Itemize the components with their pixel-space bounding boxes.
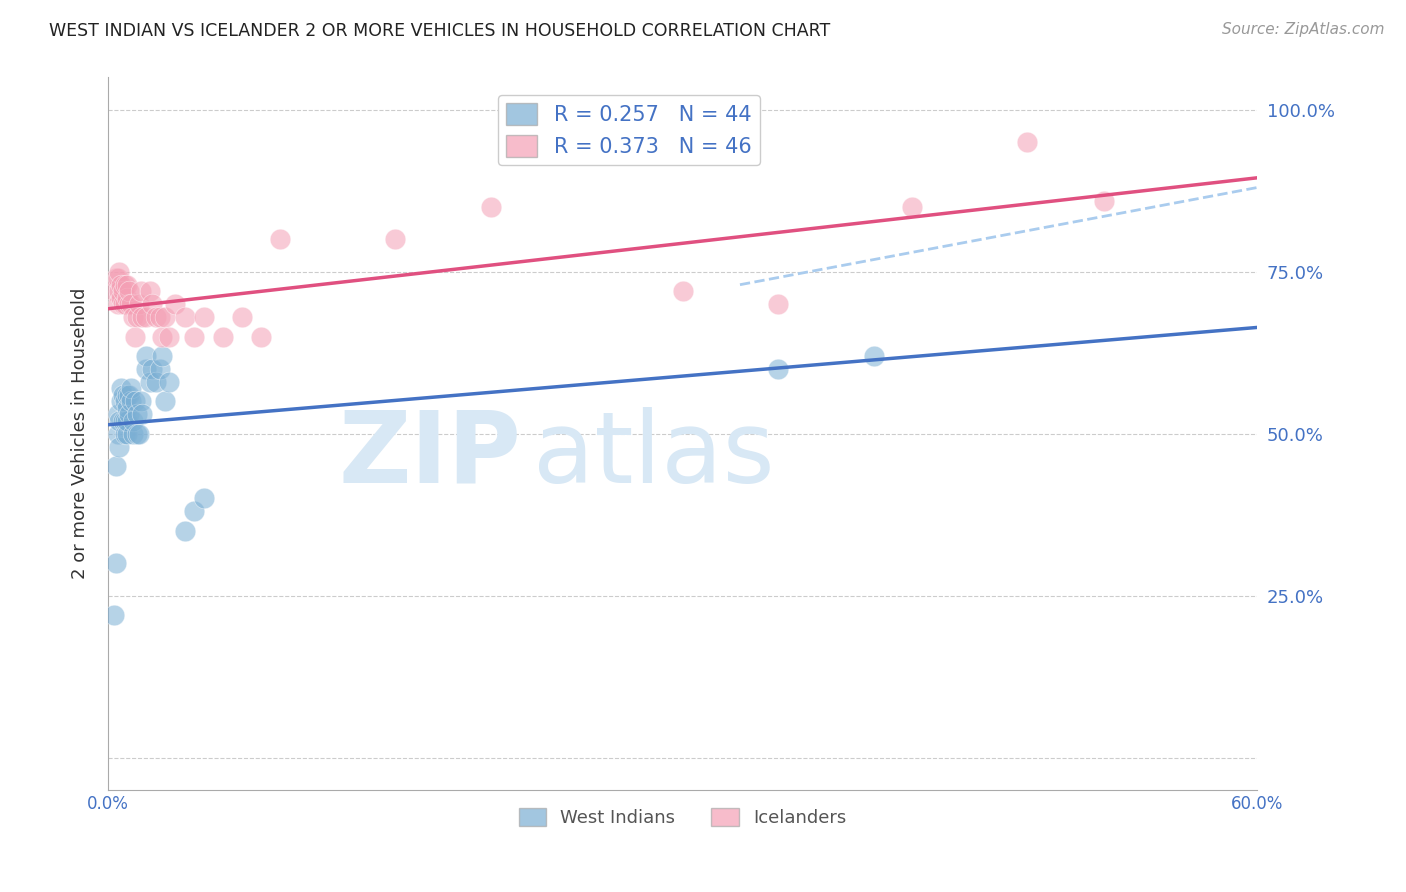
Point	[163, 297, 186, 311]
Point	[110, 394, 132, 409]
Point	[112, 414, 135, 428]
Point	[250, 329, 273, 343]
Point	[118, 284, 141, 298]
Point	[114, 414, 136, 428]
Point	[901, 200, 924, 214]
Point	[108, 440, 131, 454]
Point	[193, 310, 215, 324]
Point	[124, 329, 146, 343]
Point	[115, 291, 138, 305]
Point	[269, 232, 291, 246]
Point	[384, 232, 406, 246]
Point	[149, 310, 172, 324]
Point	[150, 349, 173, 363]
Point	[768, 362, 790, 376]
Point	[150, 329, 173, 343]
Point	[104, 556, 127, 570]
Point	[131, 407, 153, 421]
Point	[1017, 135, 1039, 149]
Point	[115, 277, 138, 292]
Point	[120, 381, 142, 395]
Point	[155, 394, 177, 409]
Point	[112, 284, 135, 298]
Point	[114, 394, 136, 409]
Point	[118, 388, 141, 402]
Point	[212, 329, 235, 343]
Point	[145, 310, 167, 324]
Point	[128, 426, 150, 441]
Point	[231, 310, 253, 324]
Point	[104, 458, 127, 473]
Point	[120, 297, 142, 311]
Point	[110, 291, 132, 305]
Point	[115, 426, 138, 441]
Point	[141, 362, 163, 376]
Point	[135, 310, 157, 324]
Point	[135, 349, 157, 363]
Point	[108, 265, 131, 279]
Point	[131, 310, 153, 324]
Point	[139, 375, 162, 389]
Point	[103, 284, 125, 298]
Point	[107, 426, 129, 441]
Point	[108, 414, 131, 428]
Point	[120, 394, 142, 409]
Point	[122, 426, 145, 441]
Point	[157, 329, 180, 343]
Point	[193, 491, 215, 506]
Point	[173, 524, 195, 538]
Point	[155, 310, 177, 324]
Point	[112, 388, 135, 402]
Point	[141, 297, 163, 311]
Point	[122, 310, 145, 324]
Point	[103, 608, 125, 623]
Text: ZIP: ZIP	[339, 407, 522, 504]
Point	[107, 271, 129, 285]
Legend: West Indians, Icelanders: West Indians, Icelanders	[512, 800, 853, 834]
Text: WEST INDIAN VS ICELANDER 2 OR MORE VEHICLES IN HOUSEHOLD CORRELATION CHART: WEST INDIAN VS ICELANDER 2 OR MORE VEHIC…	[49, 22, 831, 40]
Point	[112, 297, 135, 311]
Point	[124, 394, 146, 409]
Point	[145, 375, 167, 389]
Point	[114, 426, 136, 441]
Point	[135, 362, 157, 376]
Point	[129, 394, 152, 409]
Point	[110, 381, 132, 395]
Point	[173, 310, 195, 324]
Point	[107, 407, 129, 421]
Point	[115, 388, 138, 402]
Y-axis label: 2 or more Vehicles in Household: 2 or more Vehicles in Household	[72, 288, 89, 580]
Point	[139, 284, 162, 298]
Point	[110, 277, 132, 292]
Point	[129, 284, 152, 298]
Point	[128, 297, 150, 311]
Text: atlas: atlas	[533, 407, 775, 504]
Point	[157, 375, 180, 389]
Point	[115, 414, 138, 428]
Point	[479, 200, 502, 214]
Point	[118, 407, 141, 421]
Point	[863, 349, 886, 363]
Point	[104, 271, 127, 285]
Point	[107, 297, 129, 311]
Text: Source: ZipAtlas.com: Source: ZipAtlas.com	[1222, 22, 1385, 37]
Point	[108, 284, 131, 298]
Point	[768, 297, 790, 311]
Point	[114, 297, 136, 311]
Point	[125, 407, 148, 421]
Point	[149, 362, 172, 376]
Point	[1092, 194, 1115, 208]
Point	[118, 297, 141, 311]
Point	[122, 414, 145, 428]
Point	[183, 329, 205, 343]
Point	[114, 277, 136, 292]
Point	[115, 401, 138, 415]
Point	[125, 310, 148, 324]
Point	[183, 504, 205, 518]
Point	[125, 426, 148, 441]
Point	[671, 284, 693, 298]
